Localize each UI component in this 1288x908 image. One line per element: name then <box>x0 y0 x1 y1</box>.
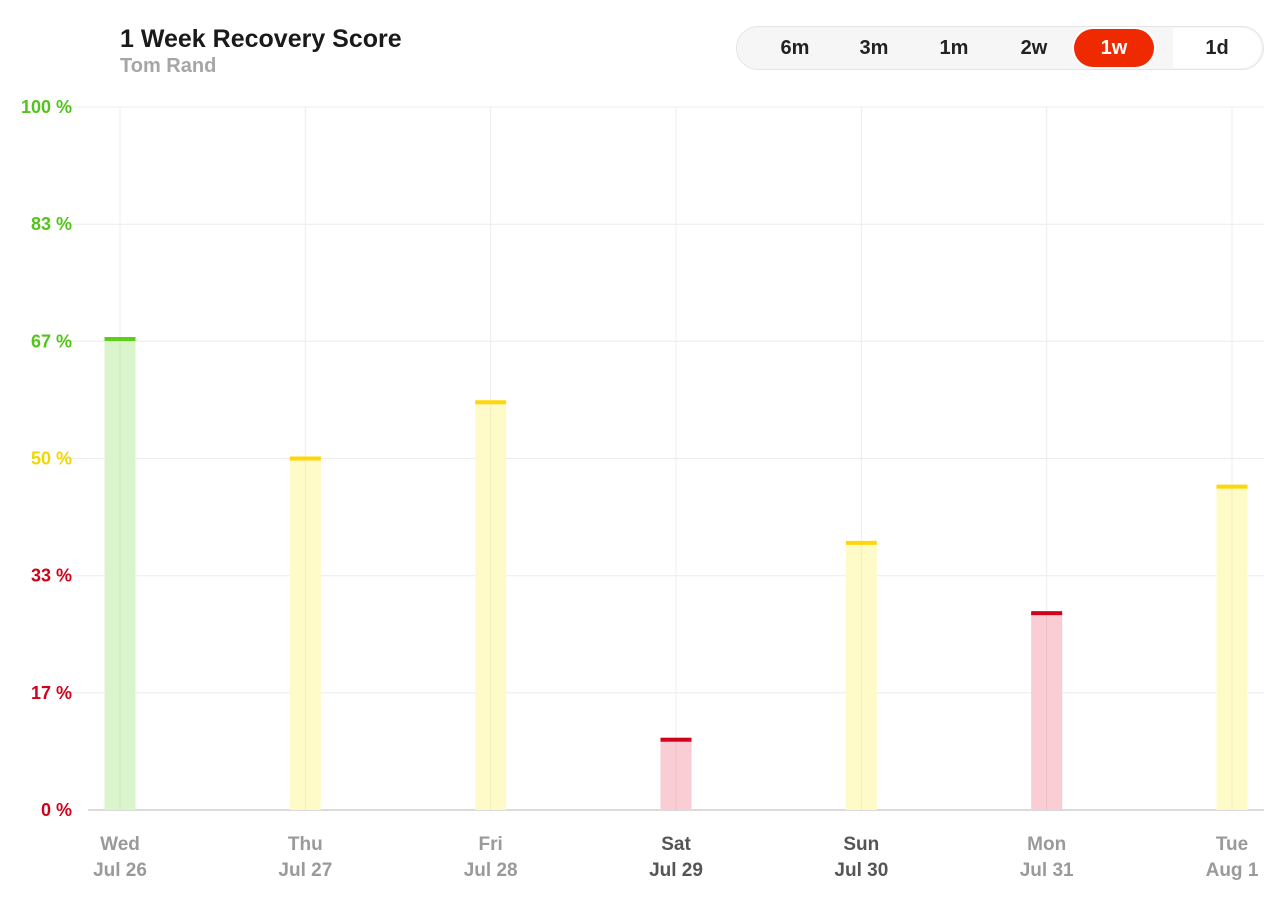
bar-wed[interactable] <box>104 338 136 810</box>
x-tick-date: Jul 31 <box>1020 860 1074 881</box>
x-tick-day: Mon <box>1027 834 1066 855</box>
bar-mon[interactable] <box>1031 613 1063 810</box>
bar-sun[interactable] <box>845 542 877 810</box>
bar-tue[interactable] <box>1216 486 1248 810</box>
y-tick-label: 83 % <box>31 214 72 234</box>
x-tick-date: Jul 30 <box>834 860 888 881</box>
x-tick-day: Tue <box>1216 834 1248 855</box>
bar-cap-sat <box>660 737 692 742</box>
x-tick-day: Sun <box>843 834 879 855</box>
y-tick-label: 67 % <box>31 331 72 351</box>
grid-lines <box>60 106 1264 811</box>
x-tick-date: Jul 26 <box>93 860 147 881</box>
y-tick-label: 50 % <box>31 449 72 469</box>
bar-cap-sun <box>845 540 877 545</box>
bar-fri[interactable] <box>475 402 507 810</box>
range-1w-button[interactable]: 1w <box>1074 29 1154 67</box>
chart-header: 1 Week Recovery Score Tom Rand <box>120 24 402 78</box>
bar-cap-tue <box>1216 484 1248 489</box>
bar-cap-fri <box>475 400 507 405</box>
y-tick-label: 17 % <box>31 683 72 703</box>
range-1d-button[interactable]: 1d <box>1173 28 1261 68</box>
bar-sat[interactable] <box>660 739 692 810</box>
x-axis-ticks: Wed Jul 26 Thu Jul 27 Fri Jul 28 Sat Jul 29 Sun J… <box>93 834 1259 881</box>
y-tick-label: 0 % <box>41 800 72 820</box>
x-tick-day: Wed <box>100 834 140 855</box>
bar-cap-thu <box>289 456 321 461</box>
time-range-selector: 6m 3m 1m 2w 1w 1d <box>736 26 1264 70</box>
range-1m-button[interactable]: 1m <box>914 29 994 67</box>
x-tick-day: Fri <box>479 834 503 855</box>
x-tick-date: Aug 1 <box>1206 860 1259 881</box>
bars <box>104 336 1248 811</box>
x-tick-date: Jul 27 <box>278 860 332 881</box>
range-2w-button[interactable]: 2w <box>994 29 1074 67</box>
x-tick-day: Thu <box>288 834 323 855</box>
range-6m-button[interactable]: 6m <box>755 29 835 67</box>
y-tick-label: 100 % <box>21 97 72 117</box>
y-axis-ticks: 0 % 17 % 33 % 50 % 67 % 83 % 100 % <box>21 97 72 820</box>
x-tick-date: Jul 29 <box>649 860 703 881</box>
bar-cap-mon <box>1031 611 1063 616</box>
range-3m-button[interactable]: 3m <box>834 29 914 67</box>
y-tick-label: 33 % <box>31 566 72 586</box>
user-name: Tom Rand <box>120 55 217 77</box>
bar-thu[interactable] <box>289 458 321 811</box>
x-tick-day: Sat <box>661 834 691 855</box>
chart-title: 1 Week Recovery Score <box>120 25 402 53</box>
x-tick-date: Jul 28 <box>464 860 518 881</box>
bar-cap-wed <box>104 336 136 341</box>
